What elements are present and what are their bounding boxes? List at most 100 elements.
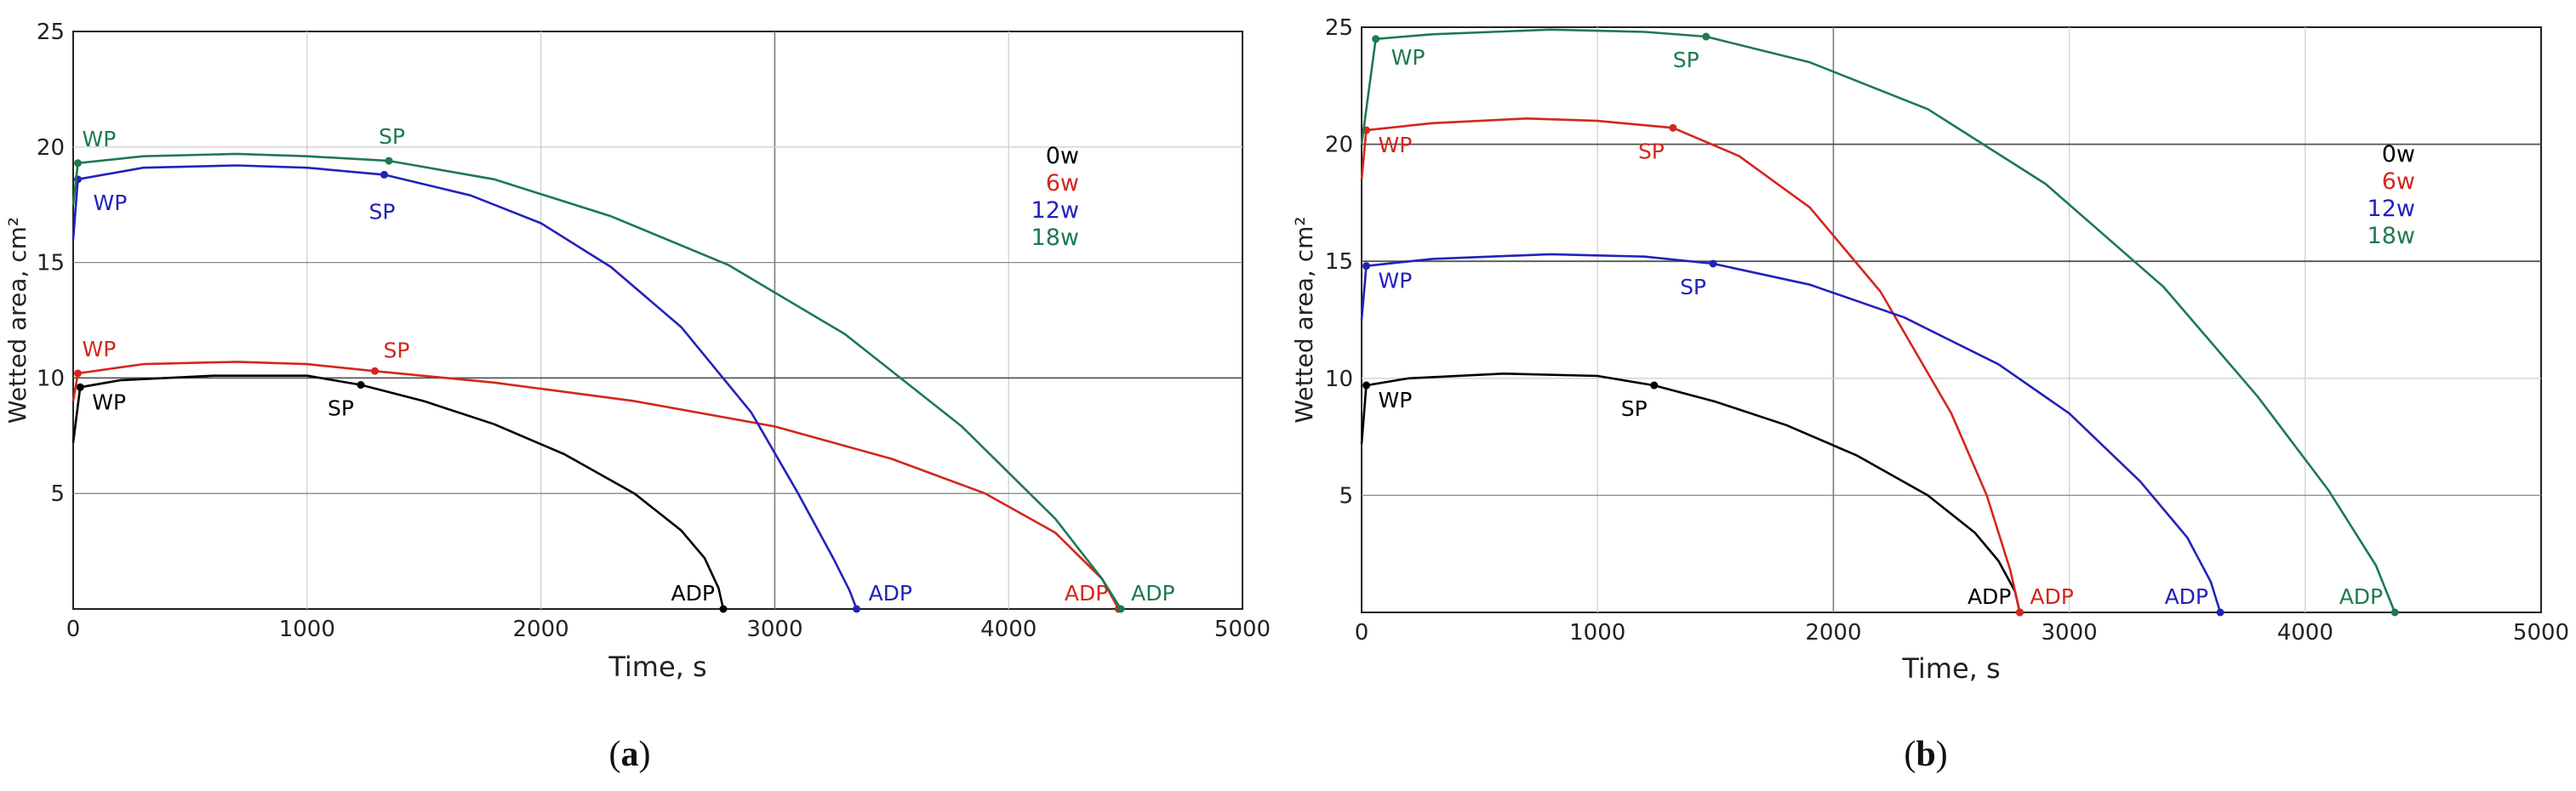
x-tick-label: 3000 [2042, 620, 2098, 646]
series-line-18w [1360, 28, 2396, 613]
point-SP-18w [1702, 32, 1711, 41]
x-tick-label: 2000 [1805, 620, 1861, 646]
point-SP-12w [380, 170, 388, 179]
y-tick-label: 15 [1325, 249, 1353, 275]
point-label-ADP-12w: ADP [869, 581, 912, 606]
y-tick-label: 20 [37, 135, 65, 161]
y-tick-label: 5 [1339, 483, 1353, 509]
x-tick-label: 2000 [513, 617, 569, 642]
point-label-WP-6w: WP [1379, 133, 1413, 157]
point-label-SP-0w: SP [1621, 396, 1648, 421]
point-WP-6w [73, 369, 82, 378]
x-tick-label: 4000 [980, 617, 1037, 642]
point-SP-0w [1650, 381, 1659, 390]
point-SP-18w [385, 156, 393, 165]
y-tick-label: 5 [50, 481, 65, 507]
panel-caption-part: ( [1904, 735, 1916, 774]
point-label-ADP-0w: ADP [671, 581, 715, 606]
point-ADP-18w [2390, 608, 2399, 617]
point-label-ADP-18w: ADP [2339, 584, 2383, 609]
point-SP-6w [370, 367, 379, 375]
x-tick-label: 1000 [279, 617, 335, 642]
x-tick-label: 5000 [1214, 617, 1271, 642]
panel-caption-part: ) [639, 735, 651, 774]
point-label-WP-18w: WP [1391, 45, 1425, 70]
point-label-WP-12w: WP [1379, 269, 1413, 293]
point-label-ADP-18w: ADP [1131, 581, 1174, 606]
point-label-WP-18w: WP [82, 127, 116, 151]
point-label-SP-12w: SP [368, 199, 395, 224]
legend-entry-6w: 6w [1046, 170, 1079, 196]
point-label-ADP-12w: ADP [2165, 584, 2208, 609]
point-WP-0w [1362, 381, 1371, 390]
legend-entry-6w: 6w [2382, 168, 2415, 195]
legend-entry-18w: 18w [1031, 225, 1079, 251]
y-tick-label: 25 [1325, 15, 1353, 41]
y-tick-label: 25 [37, 20, 65, 45]
y-tick-label: 20 [1325, 133, 1353, 158]
point-label-SP-6w: SP [1638, 139, 1665, 163]
x-tick-label: 5000 [2513, 620, 2569, 646]
point-ADP-0w [719, 605, 728, 613]
panel-b: 0 1000 2000 3000 4000 5000 5 10 15 20 25 Time, s Wet… [1290, 15, 2569, 774]
series-line-6w [1360, 117, 2021, 613]
point-WP-18w [73, 159, 82, 168]
panel-caption-part: ) [1936, 735, 1948, 774]
series-line-18w [71, 152, 1122, 610]
point-label-SP-12w: SP [1680, 275, 1706, 299]
plot-area [1361, 26, 2542, 613]
plot-area [72, 31, 1243, 610]
legend-entry-0w: 0w [2382, 141, 2415, 168]
point-label-WP-0w: WP [92, 390, 126, 414]
panel-caption: (b) [1904, 735, 1947, 774]
point-WP-0w [76, 383, 84, 391]
point-label-SP-6w: SP [383, 338, 409, 362]
x-axis-title: Time, s [1901, 652, 2000, 685]
y-tick-label: 15 [37, 251, 65, 276]
legend-entry-18w: 18w [2368, 223, 2415, 249]
x-tick-label: 0 [66, 617, 81, 642]
point-ADP-12w [2216, 608, 2225, 617]
series-line-12w [1360, 253, 2222, 613]
y-axis-title: Wetted area, cm² [3, 217, 31, 424]
panel-caption: (a) [609, 735, 651, 774]
series-line-6w [71, 361, 1120, 610]
point-label-SP-0w: SP [328, 396, 354, 421]
panel-caption-part: b [1916, 735, 1935, 774]
y-tick-label: 10 [37, 366, 65, 391]
panel-caption-part: ( [609, 735, 621, 774]
point-SP-12w [1709, 259, 1717, 268]
x-tick-label: 3000 [746, 617, 803, 642]
legend-entry-0w: 0w [1046, 143, 1079, 169]
point-SP-6w [1669, 123, 1677, 132]
legend-entry-12w: 12w [1031, 197, 1079, 224]
series-line-0w [71, 374, 725, 610]
x-axis-title: Time, s [608, 651, 706, 683]
point-label-WP-0w: WP [1379, 388, 1413, 413]
series-line-0w [1360, 373, 2021, 613]
point-label-ADP-6w: ADP [2030, 584, 2073, 609]
point-label-ADP-0w: ADP [1968, 584, 2011, 609]
panel-a: 0 1000 2000 3000 4000 5000 5 10 15 20 25 Time, s Wet… [3, 20, 1271, 774]
point-ADP-18w [1117, 605, 1125, 613]
point-label-SP-18w: SP [1673, 48, 1699, 72]
x-tick-label: 4000 [2277, 620, 2333, 646]
panel-caption-part: a [621, 735, 639, 774]
point-WP-18w [1372, 35, 1380, 43]
point-label-ADP-6w: ADP [1065, 581, 1108, 606]
y-tick-label: 10 [1325, 367, 1353, 392]
point-SP-0w [357, 381, 365, 390]
legend-entry-12w: 12w [2368, 196, 2415, 222]
y-axis-title: Wetted area, cm² [1290, 216, 1318, 423]
point-label-SP-18w: SP [379, 124, 405, 149]
series-line-12w [71, 164, 858, 610]
point-label-WP-6w: WP [82, 337, 116, 361]
point-ADP-6w [2015, 608, 2024, 617]
point-ADP-12w [853, 605, 861, 613]
point-WP-12w [1362, 262, 1371, 270]
x-tick-label: 0 [1355, 620, 1369, 646]
x-tick-label: 1000 [1569, 620, 1625, 646]
